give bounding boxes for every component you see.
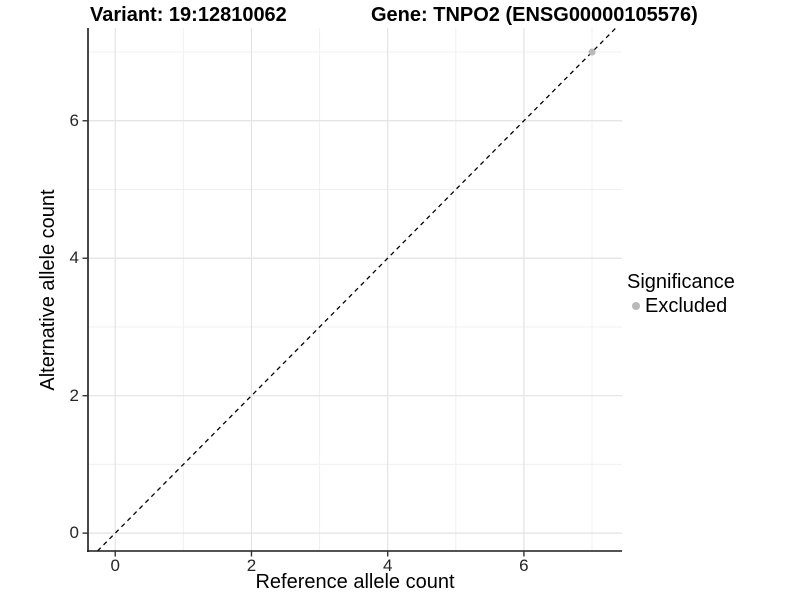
y-axis-title: Alternative allele count	[37, 189, 59, 391]
x-tick-label: 2	[246, 556, 257, 575]
y-tick-label: 2	[69, 385, 79, 405]
x-tick-label: 4	[382, 556, 393, 575]
legend: Significance Excluded	[627, 270, 735, 317]
excluded-point-icon	[632, 302, 640, 310]
y-tick-label: 6	[69, 110, 79, 130]
y-tick-label: 4	[69, 248, 79, 268]
data-point-excluded	[588, 48, 596, 56]
legend-item-excluded: Excluded	[627, 295, 735, 317]
legend-title: Significance	[627, 271, 735, 293]
plot-title-variant: Variant: 19:12810062	[90, 4, 287, 26]
x-tick-label: 0	[110, 556, 120, 575]
legend-key	[627, 296, 645, 316]
identity-dashed-line	[97, 27, 617, 552]
x-tick-label: 6	[519, 556, 529, 575]
x-axis-title: Reference allele count	[255, 571, 455, 593]
y-tick-label: 0	[69, 523, 79, 543]
plot-title-gene: Gene: TNPO2 (ENSG00000105576)	[371, 4, 698, 26]
legend-item-label: Excluded	[645, 295, 728, 317]
